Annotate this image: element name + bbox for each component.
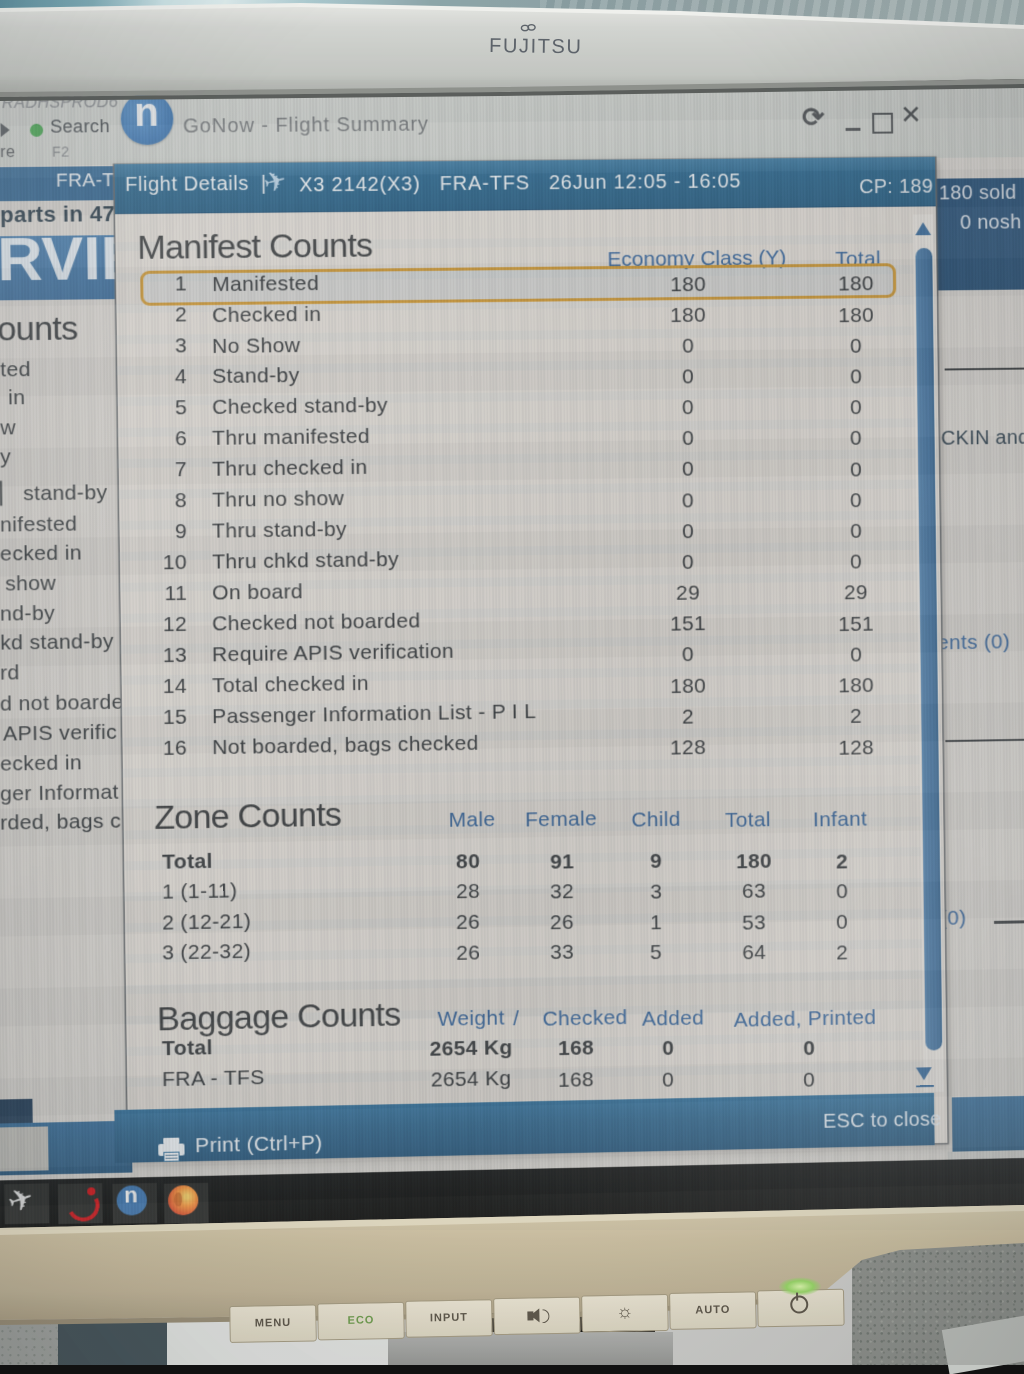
svg-text:FUJITSU: FUJITSU [489, 35, 583, 58]
